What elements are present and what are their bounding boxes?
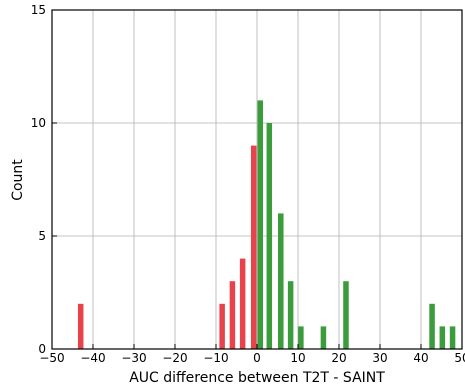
y-axis-ticks: 0 5 10 15 [31,3,57,356]
y-tick-label: 0 [38,342,46,356]
bar [298,326,304,349]
x-tick-label: −30 [121,351,146,365]
x-tick-label: 0 [253,351,261,365]
x-tick-label: 10 [290,351,305,365]
grid-lines [51,9,463,350]
bar [250,145,257,349]
bar [320,326,327,349]
bar [219,303,225,349]
bar [449,326,456,349]
x-tick-label: 20 [331,351,346,365]
x-tick-label: −20 [162,351,187,365]
x-axis-ticks: −50 −40 −30 −20 −10 0 10 20 30 40 50 [39,344,465,365]
bar [229,281,236,349]
bar [343,281,349,349]
bar [257,100,264,350]
x-axis-label: AUC difference between T2T - SAINT [129,370,385,386]
x-tick-label: −10 [203,351,228,365]
x-tick-label: −50 [39,351,64,365]
y-tick-label: 15 [31,3,46,17]
bar [439,326,446,349]
bars [77,100,456,350]
bar [287,281,294,349]
y-tick-label: 5 [38,229,46,243]
bar [77,303,84,349]
bar [266,123,273,349]
x-tick-label: 30 [372,351,387,365]
x-tick-label: 40 [413,351,428,365]
y-tick-label: 10 [31,116,46,130]
bar [278,213,284,349]
x-tick-label: 50 [454,351,465,365]
bar [429,303,435,349]
bar [239,258,246,349]
x-tick-label: −40 [80,351,105,365]
y-axis-label: Count [10,159,26,201]
